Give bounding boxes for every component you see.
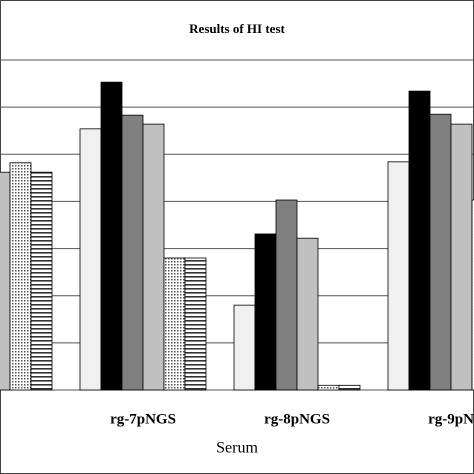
bar	[184, 257, 207, 391]
bar	[233, 304, 256, 391]
x-tick-label: rg-9pN	[428, 411, 474, 427]
bar	[429, 113, 452, 391]
bar	[163, 257, 186, 391]
x-axis-label: Serum	[216, 440, 258, 457]
bar	[275, 199, 298, 391]
x-tick-label: rg-7pNGS	[110, 411, 176, 427]
bar	[317, 384, 340, 391]
chart-title: Results of HI test	[189, 21, 285, 36]
bar	[338, 384, 361, 391]
bar	[9, 162, 32, 391]
bar	[121, 114, 144, 391]
x-tick-label: rg-8pNGS	[264, 411, 330, 427]
bar	[296, 237, 319, 391]
bar	[471, 199, 474, 391]
bar	[30, 171, 53, 391]
bar	[408, 90, 431, 391]
bar	[79, 128, 102, 391]
bar	[450, 123, 473, 391]
bar	[387, 161, 410, 391]
bar	[254, 233, 277, 391]
bar	[0, 171, 11, 391]
bar	[142, 123, 165, 391]
bar	[100, 81, 123, 391]
